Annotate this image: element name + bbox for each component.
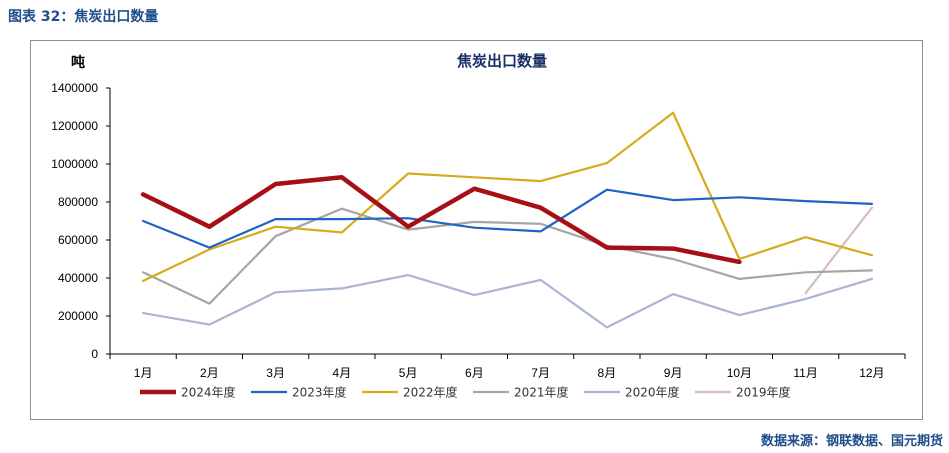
x-tick-label: 6月 (465, 366, 484, 380)
y-tick-label: 1000000 (51, 157, 98, 171)
x-tick-label: 1月 (134, 366, 153, 380)
series-line-2019年度 (804, 206, 873, 295)
y-axis-unit: 吨 (71, 54, 85, 71)
x-tick-label: 7月 (531, 366, 550, 380)
legend-label: 2023年度 (292, 385, 347, 400)
chart-frame (30, 40, 923, 420)
series-line-2024年度 (140, 175, 742, 265)
chart-title: 焦炭出口数量 (456, 52, 547, 70)
source-note: 数据来源：钢联数据、国元期货 (760, 434, 943, 449)
y-tick-label: 0 (91, 347, 98, 361)
legend: 2024年度 2023年度 2022年度 2021年度 2020年度 2019年度 (140, 385, 791, 400)
series-layer (140, 111, 873, 329)
x-tick-label: 10月 (727, 366, 752, 380)
y-tick-label: 600000 (58, 233, 98, 247)
series-line-2022年度 (142, 111, 873, 282)
x-tick-label: 8月 (598, 366, 617, 380)
legend-label: 2022年度 (403, 385, 458, 400)
y-tick-label: 1200000 (51, 119, 98, 133)
x-tick-label: 11月 (793, 366, 817, 380)
legend-label: 2024年度 (181, 385, 236, 400)
x-tick-label: 3月 (266, 366, 285, 380)
legend-label: 2019年度 (736, 385, 791, 400)
legend-label: 2020年度 (625, 385, 680, 400)
y-tick-label: 1400000 (51, 81, 98, 95)
x-tick-label: 9月 (664, 366, 683, 380)
series-line-2020年度 (142, 274, 873, 329)
y-tick-label: 400000 (58, 271, 98, 285)
y-tick-label: 800000 (58, 195, 98, 209)
axes: 0 200000 400000 600000 800000 1000000 1200000 1… (51, 81, 906, 380)
series-line-2023年度 (142, 188, 873, 249)
legend-label: 2021年度 (514, 385, 569, 400)
figure-caption: 图表 32：焦炭出口数量 (8, 9, 159, 25)
x-tick-label: 4月 (333, 366, 352, 380)
x-tick-label: 2月 (200, 366, 219, 380)
series-line-2021年度 (142, 207, 873, 305)
x-tick-label: 12月 (859, 366, 884, 380)
x-tick-label: 5月 (399, 366, 418, 380)
y-tick-label: 200000 (58, 309, 98, 323)
